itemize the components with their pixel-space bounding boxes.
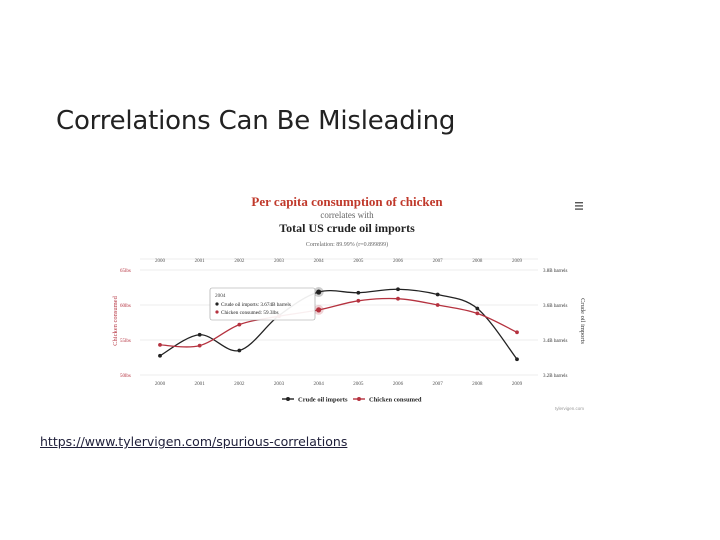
bottom-tick-label: 2004 <box>313 381 324 387</box>
top-tick-label: 2000 <box>155 259 166 264</box>
chart-correlation-note: Correlation: 89.99% (r=0.899899) <box>306 241 388 248</box>
tooltip-chicken-line: Chicken consumed: 59.3lbs <box>221 310 279 316</box>
left-tick-label: 50lbs <box>120 374 131 379</box>
tooltip-chicken-marker <box>215 310 219 314</box>
legend-item-chicken[interactable]: Chicken consumed <box>353 397 422 404</box>
left-axis-ticks: 65lbs 60lbs 55lbs 50lbs <box>120 269 131 379</box>
data-point-crude-oil-imports[interactable] <box>435 292 440 297</box>
legend-label-crude-oil: Crude oil imports <box>298 397 348 404</box>
data-point-chicken-consumed[interactable] <box>197 343 202 348</box>
data-point-chicken-consumed[interactable] <box>316 307 322 313</box>
chart-svg: Per capita consumption of chicken correl… <box>112 194 586 411</box>
data-point-crude-oil-imports[interactable] <box>237 348 242 353</box>
right-axis-ticks: 3.8B barrels 3.6B barrels 3.4B barrels 3.2B… <box>543 269 567 379</box>
legend-label-chicken: Chicken consumed <box>369 397 422 404</box>
bottom-tick-label: 2001 <box>194 381 205 387</box>
bottom-tick-label: 2003 <box>274 381 285 387</box>
top-year-ticks: 2000 2001 2002 2003 2004 2005 2006 2007 2008 2009 <box>155 259 523 264</box>
data-point-chicken-consumed[interactable] <box>356 298 361 303</box>
bottom-tick-label: 2007 <box>432 381 443 387</box>
bottom-tick-label: 2006 <box>393 381 404 387</box>
bottom-tick-label: 2009 <box>512 381 523 387</box>
data-point-crude-oil-imports[interactable] <box>396 287 400 292</box>
series-line-chicken-consumed <box>159 297 518 348</box>
data-point-crude-oil-imports[interactable] <box>197 332 202 337</box>
right-tick-label: 3.2B barrels <box>543 374 567 379</box>
grid-layer <box>140 258 538 376</box>
top-tick-label: 2008 <box>472 259 483 264</box>
tooltip-year: 2004 <box>215 293 226 299</box>
data-point-crude-oil-imports[interactable] <box>356 290 361 295</box>
data-point-crude-oil-imports[interactable] <box>158 353 162 358</box>
legend-item-crude-oil[interactable]: Crude oil imports <box>282 397 348 404</box>
data-point-chicken-consumed[interactable] <box>515 330 519 335</box>
chart-title: Per capita consumption of chicken <box>251 194 443 209</box>
data-point-chicken-consumed[interactable] <box>396 296 400 301</box>
right-tick-label: 3.4B barrels <box>543 339 567 344</box>
top-tick-label: 2005 <box>353 259 364 264</box>
slide-title: Correlations Can Be Misleading <box>56 106 456 136</box>
chart-panel: Per capita consumption of chicken correl… <box>110 185 592 417</box>
right-axis-label: Crude oil imports <box>579 298 586 344</box>
chart-tooltip: 2004 Crude oil imports: 3.674B barrels C… <box>209 287 316 321</box>
data-point-crude-oil-imports[interactable] <box>316 289 322 295</box>
source-link[interactable]: https://www.tylervigen.com/spurious-corr… <box>40 434 348 449</box>
series-line-crude-oil-imports <box>159 288 518 360</box>
left-tick-label: 55lbs <box>120 339 131 344</box>
chart-watermark: tylervigen.com <box>555 406 584 411</box>
left-tick-label: 65lbs <box>120 269 131 274</box>
data-point-crude-oil-imports[interactable] <box>475 306 480 311</box>
top-tick-label: 2003 <box>274 259 285 264</box>
bottom-tick-label: 2000 <box>155 381 166 387</box>
top-tick-label: 2002 <box>234 259 245 264</box>
chart-title-2: Total US crude oil imports <box>279 221 415 235</box>
data-point-chicken-consumed[interactable] <box>475 311 480 316</box>
legend: Crude oil imports Chicken consumed <box>282 397 422 404</box>
bottom-tick-label: 2008 <box>472 381 483 387</box>
bottom-tick-label: 2002 <box>234 381 245 387</box>
top-tick-label: 2004 <box>314 259 325 264</box>
right-tick-label: 3.8B barrels <box>543 269 567 274</box>
tooltip-oil-line: Crude oil imports: 3.674B barrels <box>221 302 291 308</box>
hamburger-menu-icon[interactable] <box>574 201 584 211</box>
top-tick-label: 2001 <box>195 259 206 264</box>
data-point-chicken-consumed[interactable] <box>158 343 162 347</box>
data-point-chicken-consumed[interactable] <box>435 303 440 307</box>
chart-subtitle: correlates with <box>320 210 374 220</box>
left-tick-label: 60lbs <box>120 304 131 309</box>
bottom-tick-label: 2005 <box>353 381 364 387</box>
data-point-crude-oil-imports[interactable] <box>515 357 519 362</box>
top-tick-label: 2009 <box>512 259 523 264</box>
left-axis-label: Chicken consumed <box>112 295 119 345</box>
data-point-chicken-consumed[interactable] <box>237 322 242 327</box>
top-tick-label: 2007 <box>433 259 444 264</box>
right-tick-label: 3.6B barrels <box>543 304 567 309</box>
top-tick-label: 2006 <box>393 259 404 264</box>
tooltip-oil-marker <box>215 302 219 306</box>
bottom-year-ticks: 2000 2001 2002 2003 2004 2005 2006 2007 2008 2009 <box>155 381 523 387</box>
